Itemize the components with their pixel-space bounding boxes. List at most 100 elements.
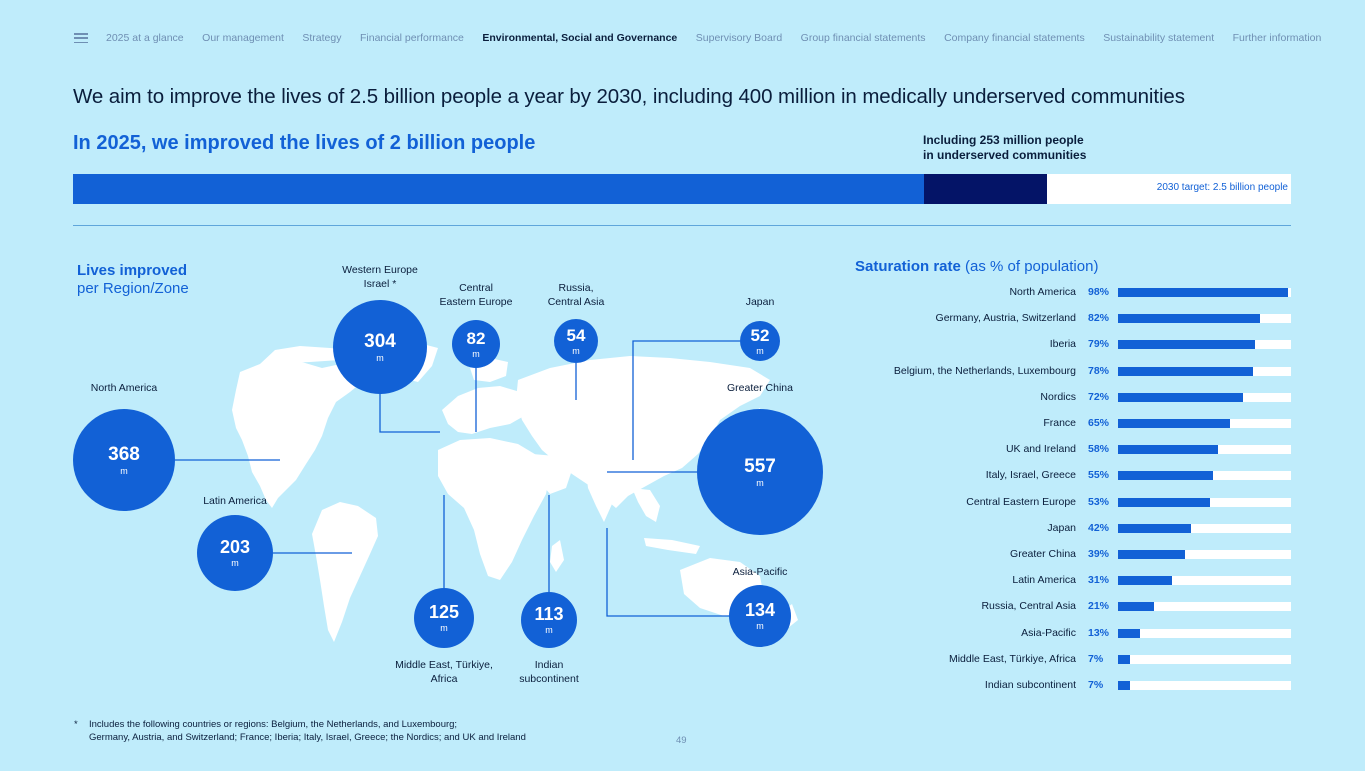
region-label-western-europe: Western Europe Israel * [310, 263, 450, 291]
saturation-bar-track [1118, 288, 1291, 297]
progress-improved-segment [73, 174, 924, 204]
region-label-indian-subcontinent: Indian subcontinent [479, 658, 619, 686]
footnote: * Includes the following countries or reg… [74, 718, 526, 744]
region-label-line-2: subcontinent [519, 673, 579, 685]
saturation-row-value: 72% [1088, 391, 1110, 403]
region-label-line-1: Japan [745, 296, 775, 308]
region-label-line-1: Latin America [203, 495, 267, 507]
saturation-row: Central Eastern Europe 53% [840, 496, 1292, 509]
saturation-row-label: UK and Ireland [1005, 443, 1076, 455]
underserved-line-2: in underserved communities [923, 148, 1087, 162]
bubble-value: 125 [428, 602, 460, 622]
saturation-row: Iberia 79% [840, 338, 1292, 351]
saturation-bar [1118, 629, 1140, 638]
bubble-greater-china: 557 m [697, 409, 823, 535]
bubble-unit: m [756, 621, 764, 631]
region-label-japan: Japan [690, 295, 830, 309]
saturation-row-value: 98% [1088, 286, 1110, 298]
saturation-row-value: 65% [1088, 417, 1110, 429]
menu-icon[interactable] [74, 33, 88, 43]
nav-item[interactable]: Supervisory Board [695, 32, 783, 44]
bubble-asia-pacific: 134 m [729, 585, 791, 647]
saturation-row-label: Greater China [1010, 548, 1076, 560]
saturation-title: Saturation rate (as % of population) [855, 258, 1098, 275]
saturation-row-label: France [1043, 417, 1076, 429]
nav-item[interactable]: Further information [1232, 32, 1322, 44]
saturation-row-label: Germany, Austria, Switzerland [935, 312, 1076, 324]
saturation-row-label: Iberia [1049, 338, 1076, 350]
saturation-row-value: 7% [1088, 653, 1104, 665]
saturation-bar-track [1118, 524, 1291, 533]
bubble-unit: m [472, 348, 480, 359]
saturation-bar [1118, 393, 1243, 402]
page-subhead: In 2025, we improved the lives of 2 bill… [73, 132, 536, 154]
region-label-greater-china: Greater China [690, 381, 830, 395]
bubble-unit: m [231, 558, 239, 568]
saturation-row-value: 55% [1088, 469, 1110, 481]
saturation-bar-track [1118, 629, 1291, 638]
bubble-north-america: 368 m [73, 409, 175, 511]
bubble-value: 368 [108, 443, 140, 465]
saturation-row: Asia-Pacific 13% [840, 627, 1292, 640]
region-label-line-1: Western Europe [342, 264, 418, 276]
section-divider [73, 225, 1291, 226]
nav-item[interactable]: Group financial statements [800, 32, 926, 44]
region-label-asia-pacific: Asia-Pacific [690, 565, 830, 579]
saturation-row-label: Nordics [1040, 391, 1076, 403]
nav-items: 2025 at a glance Our management Strategy Fi… [106, 32, 1340, 44]
saturation-row-value: 7% [1088, 679, 1104, 691]
saturation-bar-track [1118, 471, 1291, 480]
bubble-value: 134 [744, 600, 776, 620]
region-label-line-1: North America [90, 382, 158, 394]
map-title-bold: Lives improved [77, 262, 188, 279]
region-label-line-2: Israel * [363, 278, 397, 290]
saturation-bar-track [1118, 367, 1291, 376]
bubble-unit: m [572, 345, 580, 356]
saturation-bar [1118, 498, 1210, 507]
saturation-row: France 65% [840, 417, 1292, 430]
bubble-unit: m [440, 623, 448, 633]
region-label-line-1: Russia, [558, 282, 594, 294]
bubble-value: 52 [750, 325, 770, 345]
region-label-line-1: Asia-Pacific [732, 566, 788, 578]
underserved-line-1: Including 253 million people [923, 133, 1084, 147]
region-label-line-2: Central Asia [547, 296, 605, 308]
saturation-row-value: 21% [1088, 600, 1110, 612]
saturation-row-label: Japan [1047, 522, 1076, 534]
saturation-row-label: Central Eastern Europe [966, 496, 1076, 508]
saturation-row-value: 82% [1088, 312, 1110, 324]
bubble-unit: m [756, 345, 764, 356]
region-label-russia-central-asia: Russia, Central Asia [506, 281, 646, 309]
saturation-row: Germany, Austria, Switzerland 82% [840, 312, 1292, 325]
nav-item[interactable]: 2025 at a glance [106, 32, 184, 44]
saturation-bar [1118, 471, 1213, 480]
bubble-central-eastern-europe: 82 m [452, 320, 500, 368]
saturation-bar-track [1118, 576, 1291, 585]
top-nav: 2025 at a glance Our management Strategy Fi… [74, 30, 1340, 46]
saturation-row-label: Italy, Israel, Greece [985, 469, 1076, 481]
bubble-value: 304 [364, 330, 396, 352]
saturation-row-label: Russia, Central Asia [981, 600, 1076, 612]
saturation-row-label: Latin America [1012, 574, 1076, 586]
nav-item[interactable]: Our management [202, 32, 284, 44]
saturation-row-value: 13% [1088, 627, 1110, 639]
nav-item[interactable]: Sustainability statement [1103, 32, 1215, 44]
saturation-row-label: Belgium, the Netherlands, Luxembourg [893, 365, 1076, 377]
saturation-row: North America 98% [840, 286, 1292, 299]
bubble-middle-east-africa: 125 m [414, 588, 474, 648]
saturation-bar [1118, 367, 1253, 376]
saturation-bar [1118, 524, 1191, 533]
nav-item[interactable]: Company financial statements [944, 32, 1085, 44]
nav-item[interactable]: Financial performance [359, 32, 464, 44]
saturation-bar-track [1118, 419, 1291, 428]
saturation-bar-track [1118, 498, 1291, 507]
saturation-bar [1118, 576, 1172, 585]
saturation-row-label: North America [1009, 286, 1076, 298]
nav-item[interactable]: Strategy [302, 32, 342, 44]
bubble-latin-america: 203 m [197, 515, 273, 591]
region-label-central-eastern-europe: Central Eastern Europe [406, 281, 546, 309]
nav-item[interactable]: Environmental, Social and Governance [482, 32, 678, 44]
saturation-bar [1118, 288, 1288, 297]
saturation-bar-track [1118, 340, 1291, 349]
saturation-row: Middle East, Türkiye, Africa 7% [840, 653, 1292, 666]
